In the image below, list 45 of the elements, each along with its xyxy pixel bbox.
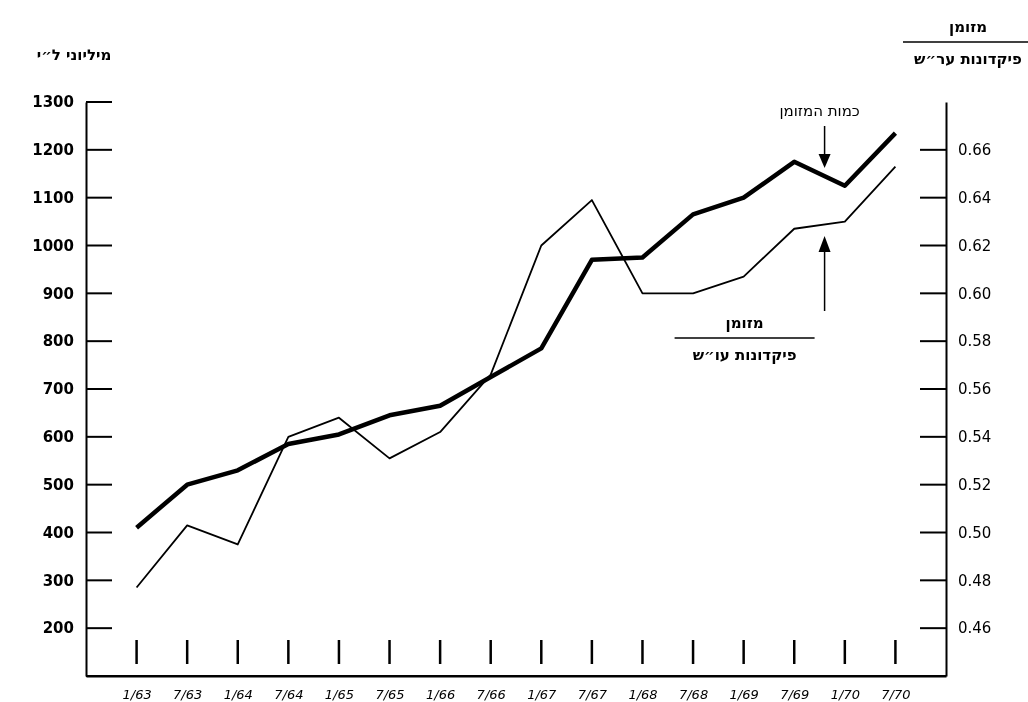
- x-tick-label: 1/68: [628, 687, 658, 702]
- x-tick-label: 7/68: [678, 687, 709, 702]
- x-tick-label: 7/65: [375, 687, 405, 702]
- y2-tick-label: 0.52: [958, 475, 992, 494]
- y-tick-label: 900: [42, 284, 74, 303]
- text: כמות המזומן: [779, 102, 860, 120]
- x-tick-label: 1/64: [223, 687, 253, 702]
- x-tick-label: 7/63: [173, 687, 203, 702]
- x-tick-label: 7/64: [274, 687, 304, 702]
- y2-tick-label: 0.50: [958, 523, 992, 542]
- x-tick-label: 1/63: [122, 687, 152, 702]
- x-tick-label: 7/66: [476, 687, 506, 702]
- text: פיקדונות ער״ש: [914, 50, 1023, 68]
- y-tick-label: 300: [42, 571, 74, 590]
- x-tick-label: 7/67: [577, 687, 608, 702]
- x-tick-label: 1/65: [324, 687, 355, 702]
- x-tick-label: 7/69: [780, 687, 810, 702]
- y-tick-label: 200: [42, 619, 74, 638]
- y2-tick-label: 0.60: [958, 284, 992, 303]
- y-tick-label: 600: [42, 428, 74, 447]
- text: מזומן: [948, 18, 988, 36]
- y-tick-label: 700: [42, 380, 74, 399]
- y-tick-label: 1000: [32, 236, 74, 255]
- x-tick-label: 1/67: [527, 687, 558, 702]
- y2-tick-label: 0.46: [958, 619, 992, 638]
- x-tick-label: 7/70: [881, 687, 911, 702]
- y2-tick-label: 0.64: [958, 188, 992, 207]
- annotation: מזומן: [725, 314, 764, 332]
- x-tick-label: 1/66: [426, 687, 456, 702]
- y-tick-label: 800: [42, 332, 74, 351]
- y-tick-label: 1100: [32, 188, 74, 207]
- y-tick-label: 1200: [32, 141, 74, 160]
- y2-tick-label: 0.54: [958, 428, 992, 447]
- y2-tick-label: 0.66: [958, 141, 992, 160]
- x-tick-label: 1/70: [830, 687, 860, 702]
- y-tick-label: 400: [42, 523, 74, 542]
- y-axis-title: מיליוני ל״י: [36, 46, 112, 64]
- y-tick-label: 500: [42, 475, 74, 494]
- y2-tick-label: 0.48: [958, 571, 992, 590]
- y2-tick-label: 0.62: [958, 236, 992, 255]
- x-tick-label: 1/69: [729, 687, 759, 702]
- y2-tick-label: 0.56: [958, 380, 992, 399]
- y-tick-label: 1300: [32, 93, 74, 112]
- annotation: פיקדונות עו״ש: [692, 346, 797, 364]
- y2-tick-label: 0.58: [958, 332, 992, 351]
